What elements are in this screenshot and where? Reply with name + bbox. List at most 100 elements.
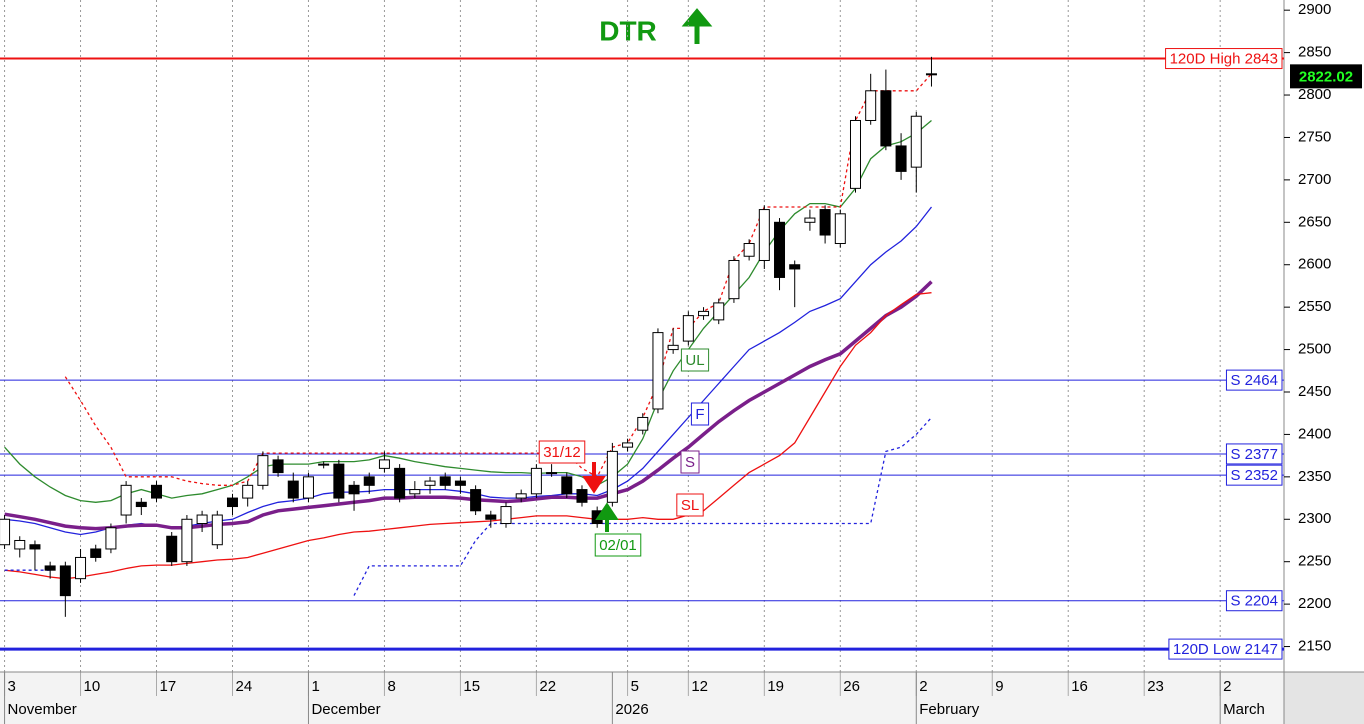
candle-body xyxy=(789,264,801,270)
annotation: SL xyxy=(681,497,699,514)
annotation-box xyxy=(538,440,586,464)
candle-body xyxy=(242,484,254,499)
candle-body xyxy=(29,544,41,550)
candle-body xyxy=(865,90,877,121)
x-tick-label: 15 xyxy=(463,678,480,695)
candle-body xyxy=(454,480,466,486)
candle-body xyxy=(637,416,649,431)
candle-body xyxy=(333,463,345,499)
last-price-box xyxy=(1290,64,1362,89)
title-arrow xyxy=(681,8,713,44)
indicator-line xyxy=(4,292,932,580)
annotation-box xyxy=(690,402,710,426)
corner xyxy=(1284,672,1364,724)
candle-body xyxy=(470,489,482,512)
y-tick-label: 2350 xyxy=(1298,468,1331,485)
annotation-box xyxy=(676,493,704,517)
candle-body xyxy=(895,145,907,172)
annotation: 31/12 xyxy=(543,444,581,461)
annotation: F xyxy=(695,406,704,423)
candle-body xyxy=(758,209,770,261)
candle-body xyxy=(120,484,132,516)
month-label: February xyxy=(919,701,980,718)
level-label-box xyxy=(1225,369,1283,391)
candle-body xyxy=(925,73,937,76)
x-tick-label: 1 xyxy=(311,678,319,695)
candle-body xyxy=(151,484,163,499)
y-tick-label: 2550 xyxy=(1298,298,1331,315)
down-arrow xyxy=(582,462,606,494)
y-tick-label: 2600 xyxy=(1298,256,1331,273)
candle-body xyxy=(728,259,740,300)
level-label-box xyxy=(1165,48,1283,70)
candle-body xyxy=(439,476,451,486)
candle-body xyxy=(348,484,360,495)
candle-body xyxy=(622,442,634,448)
month-label: November xyxy=(8,701,77,718)
level-label-text: 120D High 2843 xyxy=(1170,51,1278,68)
candle-body xyxy=(880,90,892,147)
y-tick-label: 2450 xyxy=(1298,383,1331,400)
y-tick-label: 2200 xyxy=(1298,595,1331,612)
candle-body xyxy=(546,472,558,475)
candle-body xyxy=(743,243,755,257)
level-label-text: S 2464 xyxy=(1230,372,1278,389)
candle-body xyxy=(363,476,375,486)
candle-body xyxy=(713,302,725,321)
candle-body xyxy=(105,527,117,550)
candle-body xyxy=(500,506,512,525)
y-tick-label: 2150 xyxy=(1298,638,1331,655)
y-tick-label: 2850 xyxy=(1298,44,1331,61)
x-tick-label: 26 xyxy=(843,678,860,695)
candle-body xyxy=(530,467,542,495)
candle-body xyxy=(394,467,406,499)
x-tick-label: 24 xyxy=(235,678,252,695)
y-tick-label: 2800 xyxy=(1298,86,1331,103)
level-label-text: S 2352 xyxy=(1230,467,1278,484)
candle-body xyxy=(302,476,314,499)
indicator-line xyxy=(4,417,932,596)
level-label-box xyxy=(1225,464,1283,486)
candle-body xyxy=(90,548,102,558)
candle-body xyxy=(819,209,831,236)
candle-body xyxy=(14,539,26,550)
indicator-line xyxy=(4,280,933,531)
y-tick-label: 2300 xyxy=(1298,510,1331,527)
annotation: 02/01 xyxy=(599,537,637,554)
candle-body xyxy=(257,455,269,486)
candle-body xyxy=(0,518,11,546)
candle-body xyxy=(211,514,223,546)
candle-body xyxy=(166,535,178,563)
x-tick-label: 23 xyxy=(1147,678,1164,695)
candle-body xyxy=(561,476,573,495)
candle-body xyxy=(485,514,497,520)
annotation-box xyxy=(680,450,700,474)
candle-body xyxy=(774,221,786,278)
annotation: S xyxy=(685,454,695,471)
x-tick-label: 9 xyxy=(995,678,1003,695)
indicator-line xyxy=(64,73,932,486)
candle-body xyxy=(318,463,330,466)
y-tick-label: 2750 xyxy=(1298,128,1331,145)
candle-body xyxy=(226,497,238,508)
last-price: 2822.02 xyxy=(1299,68,1353,85)
y-tick-label: 2900 xyxy=(1298,1,1331,18)
candle-body xyxy=(75,556,87,580)
y-tick-label: 2250 xyxy=(1298,553,1331,570)
x-tick-label: 5 xyxy=(631,678,639,695)
y-tick-label: 2500 xyxy=(1298,341,1331,358)
candle-body xyxy=(804,217,816,223)
candle-body xyxy=(181,518,193,563)
candle-body xyxy=(272,459,284,474)
level-label-text: 120D Low 2147 xyxy=(1173,641,1278,658)
candle-body xyxy=(576,489,588,503)
candle-body xyxy=(667,344,679,351)
y-tick-label: 2650 xyxy=(1298,213,1331,230)
x-tick-label: 2 xyxy=(1223,678,1231,695)
candle-body xyxy=(59,565,71,597)
y-tick-label: 2700 xyxy=(1298,171,1331,188)
annotation-box xyxy=(594,533,642,557)
annotation: UL xyxy=(685,352,704,369)
x-tick-label: 8 xyxy=(387,678,395,695)
